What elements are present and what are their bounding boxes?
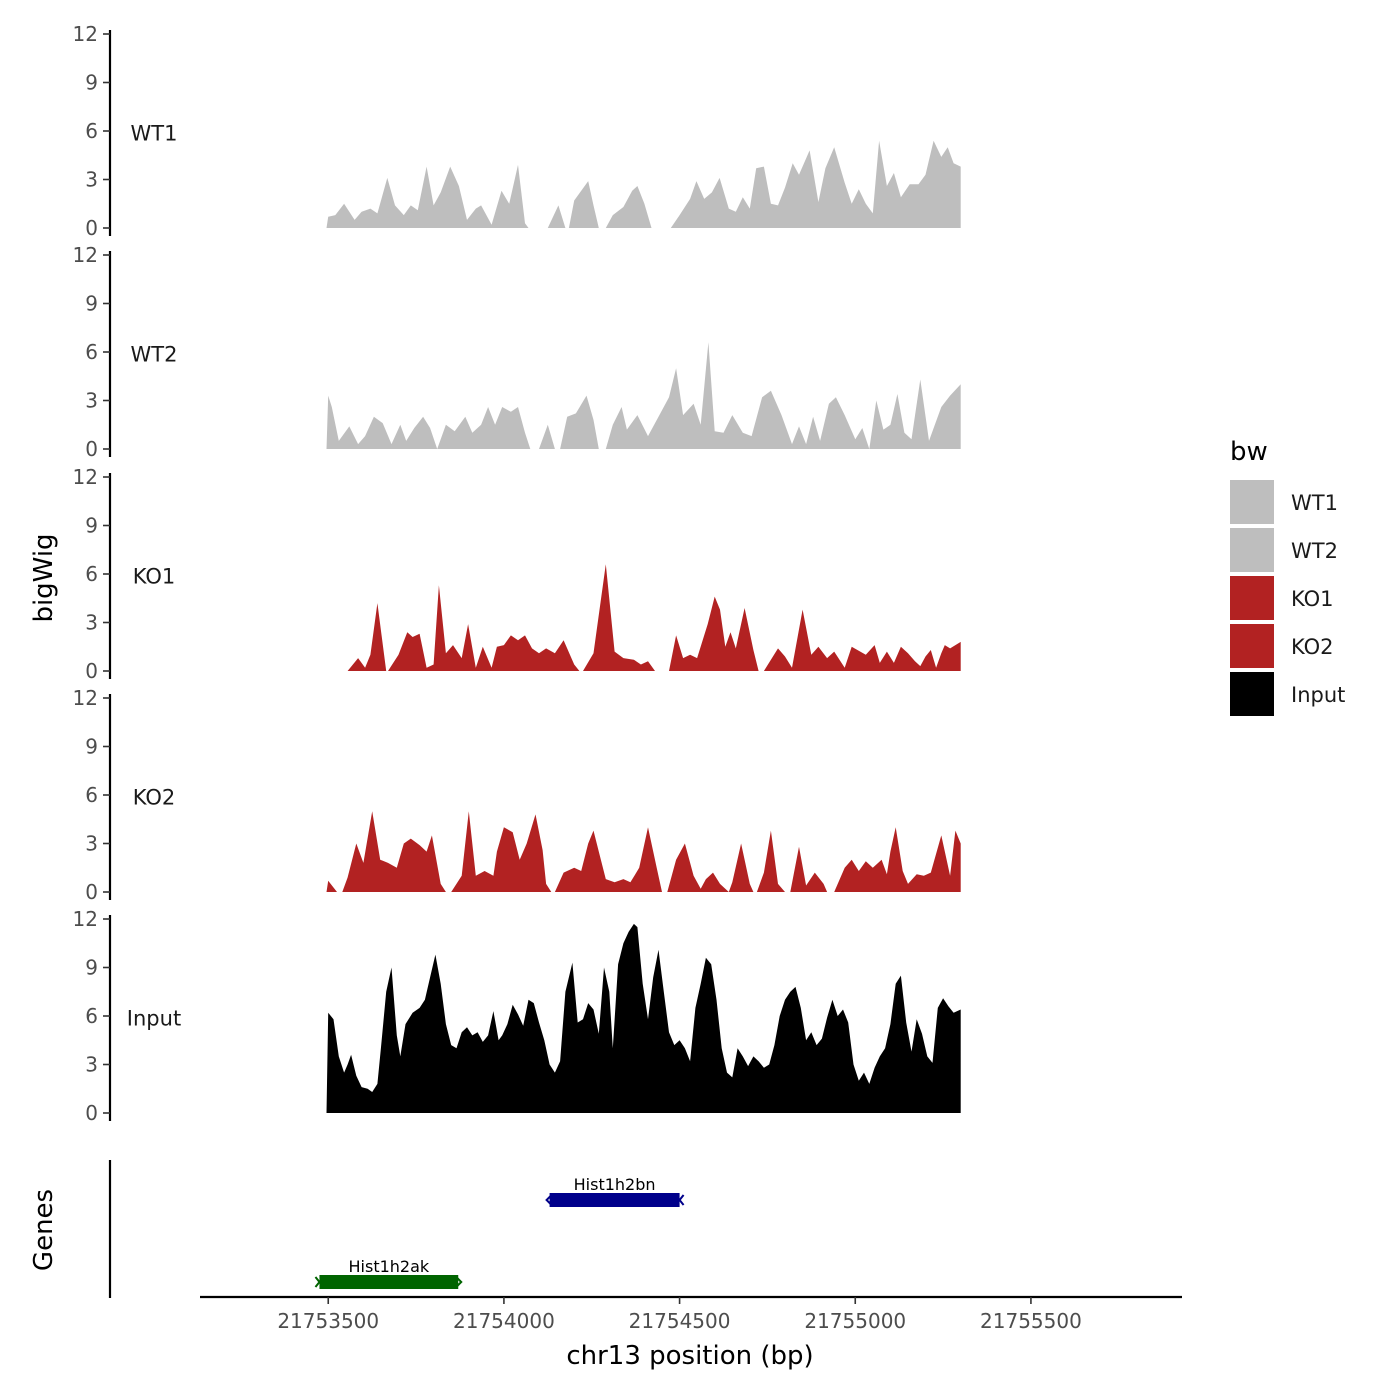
y-tick-label: 12 xyxy=(73,686,98,710)
coverage-area-ko1 xyxy=(347,564,961,671)
y-tick-label: 0 xyxy=(85,880,98,904)
strand-arrow xyxy=(454,1275,463,1289)
track-ko1: 0 3 6 9 12 KO1 xyxy=(73,465,961,683)
gene-label: Hist1h2ak xyxy=(349,1257,430,1276)
legend-item-wt1: WT1 xyxy=(1230,480,1338,524)
y-tick-label: 9 xyxy=(85,735,98,759)
track-label: WT2 xyxy=(131,343,178,367)
legend-label: Input xyxy=(1291,683,1345,707)
y-tick-label: 0 xyxy=(85,216,98,240)
y-tick-label: 12 xyxy=(73,907,98,931)
y-tick-label: 3 xyxy=(85,832,98,856)
legend-swatch xyxy=(1230,624,1274,668)
y-tick-label: 6 xyxy=(85,783,98,807)
legend-item-input: Input xyxy=(1230,672,1345,716)
gene-body xyxy=(319,1275,459,1289)
coverage-area-input xyxy=(326,923,961,1113)
y-tick-label: 12 xyxy=(73,243,98,267)
y-tick-label: 3 xyxy=(85,168,98,192)
x-tick-label: 21754000 xyxy=(453,1309,555,1333)
genes-track-title: Genes xyxy=(29,1189,59,1271)
y-axis-title: bigWig xyxy=(29,533,59,622)
legend-label: WT1 xyxy=(1291,491,1338,515)
y-tick-label: 6 xyxy=(85,119,98,143)
track-ko2: 0 3 6 9 12 KO2 xyxy=(73,686,961,904)
x-axis: 21753500 21754000 21754500 21755000 21755500 xyxy=(200,1295,1182,1333)
legend-swatch xyxy=(1230,528,1274,572)
y-tick-label: 12 xyxy=(73,22,98,46)
legend: bw WT1 WT2 KO1 KO2 Input xyxy=(1230,437,1345,716)
track-wt1: 0 3 6 9 12 WT1 xyxy=(73,22,961,240)
y-tick-label: 3 xyxy=(85,611,98,635)
legend-title: bw xyxy=(1230,437,1268,467)
y-tick-label: 6 xyxy=(85,562,98,586)
y-tick-label: 9 xyxy=(85,292,98,316)
legend-label: WT2 xyxy=(1291,539,1338,563)
y-tick-label: 0 xyxy=(85,659,98,683)
gene-hist1h2ak: Hist1h2ak xyxy=(314,1257,463,1289)
y-tick-label: 0 xyxy=(85,437,98,461)
x-tick-label: 21755500 xyxy=(980,1309,1082,1333)
x-axis-title: chr13 position (bp) xyxy=(566,1341,813,1371)
x-tick-label: 21754500 xyxy=(629,1309,731,1333)
gene-hist1h2bn: Hist1h2bn xyxy=(545,1175,685,1207)
legend-swatch xyxy=(1230,480,1274,524)
track-wt2: 0 3 6 9 12 WT2 xyxy=(73,243,961,461)
y-tick-label: 9 xyxy=(85,71,98,95)
bigwig-tracks: 0 3 6 9 12 WT1 0 3 6 9 12 WT2 0 3 6 9 12 KO1 0 3 6 9 12 KO2 0 3 6 9… xyxy=(73,22,961,1125)
track-label: KO1 xyxy=(133,565,176,589)
gene-body xyxy=(549,1193,680,1207)
y-tick-label: 3 xyxy=(85,1053,98,1077)
x-tick-label: 21753500 xyxy=(277,1309,379,1333)
gene-track: Hist1h2ak Hist1h2bn xyxy=(108,1160,685,1298)
legend-item-wt2: WT2 xyxy=(1230,528,1338,572)
y-tick-label: 9 xyxy=(85,956,98,980)
y-tick-label: 9 xyxy=(85,514,98,538)
y-tick-label: 6 xyxy=(85,1004,98,1028)
legend-item-ko2: KO2 xyxy=(1230,624,1334,668)
track-label: WT1 xyxy=(131,122,178,146)
legend-swatch xyxy=(1230,576,1274,620)
y-tick-label: 12 xyxy=(73,465,98,489)
track-label: KO2 xyxy=(133,786,176,810)
coverage-area-ko2 xyxy=(326,811,961,892)
strand-arrow xyxy=(545,1193,554,1207)
y-tick-label: 0 xyxy=(85,1101,98,1125)
legend-item-ko1: KO1 xyxy=(1230,576,1334,620)
track-label: Input xyxy=(127,1007,181,1031)
strand-tick xyxy=(314,1276,325,1288)
coverage-area-wt1 xyxy=(326,140,961,228)
gene-label: Hist1h2bn xyxy=(574,1175,656,1194)
x-tick-label: 21755000 xyxy=(804,1309,906,1333)
legend-label: KO2 xyxy=(1291,635,1334,659)
y-tick-label: 3 xyxy=(85,389,98,413)
legend-swatch xyxy=(1230,672,1274,716)
legend-label: KO1 xyxy=(1291,587,1334,611)
strand-tick xyxy=(674,1194,685,1206)
track-input: 0 3 6 9 12 Input xyxy=(73,907,961,1125)
y-tick-label: 6 xyxy=(85,340,98,364)
coverage-area-wt2 xyxy=(326,342,961,449)
